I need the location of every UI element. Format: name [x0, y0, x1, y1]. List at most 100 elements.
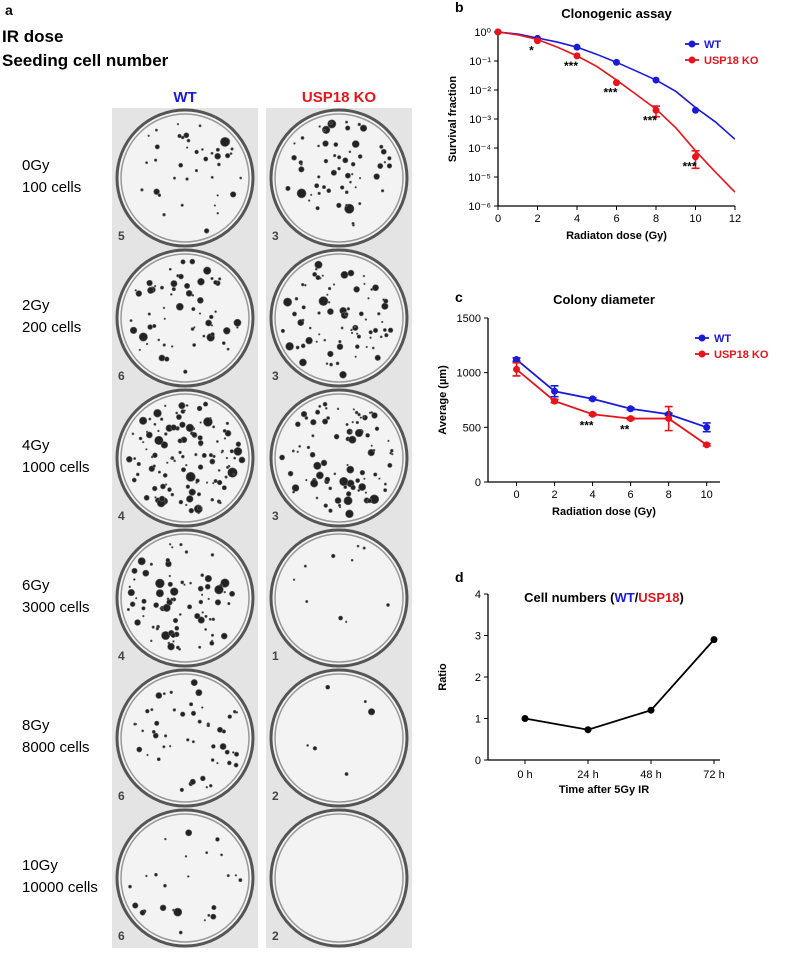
colony: [198, 599, 204, 605]
colony: [178, 613, 182, 616]
colony: [299, 358, 307, 367]
colony: [363, 700, 367, 704]
colony: [135, 472, 140, 477]
y-tick-label: 10⁻³: [469, 114, 491, 126]
colony: [194, 169, 199, 173]
colony: [210, 175, 214, 179]
colony: [346, 463, 349, 467]
colony: [195, 478, 200, 483]
colony: [332, 283, 336, 286]
colony: [155, 578, 165, 589]
colony: [298, 445, 302, 448]
colony: [146, 279, 153, 287]
colony: [205, 319, 212, 327]
colony: [210, 553, 215, 557]
x-axis-label: Radiaton dose (Gy): [566, 230, 667, 242]
colony: [322, 401, 328, 407]
cells-label: 200 cells: [22, 319, 81, 336]
colony: [153, 422, 157, 426]
data-point: [513, 365, 521, 373]
colony: [374, 426, 380, 431]
plate-rim: [115, 528, 255, 668]
colony: [204, 614, 208, 618]
colony: [209, 314, 214, 320]
colony: [321, 274, 324, 277]
colony: [171, 546, 174, 549]
x-tick-label: 0: [513, 489, 519, 501]
colony: [362, 415, 366, 418]
colony: [239, 176, 242, 180]
colony: [187, 604, 193, 610]
colony: [354, 186, 357, 189]
y-tick-label: 10⁰: [474, 27, 491, 39]
colony: [190, 679, 198, 687]
colony: [207, 597, 210, 601]
colony: [185, 177, 189, 181]
data-point: [710, 636, 718, 644]
colony: [157, 338, 161, 342]
colony: [322, 140, 329, 147]
colony: [358, 311, 364, 317]
colony: [363, 477, 366, 480]
panel-label: a: [5, 2, 13, 18]
cells-label: 10000 cells: [22, 879, 98, 896]
colony: [169, 587, 179, 596]
colony: [170, 457, 173, 460]
colony: [230, 191, 237, 198]
colony: [378, 477, 381, 480]
colony: [152, 324, 157, 329]
colony: [379, 335, 383, 339]
colony: [154, 128, 158, 132]
colony: [154, 435, 164, 445]
colony: [197, 297, 204, 304]
colony: [170, 492, 175, 497]
colony: [357, 412, 361, 417]
colony: [334, 497, 342, 504]
colony: [389, 451, 393, 455]
colony: [205, 481, 209, 484]
colony: [350, 331, 354, 335]
colony: [232, 710, 237, 714]
colony: [383, 298, 389, 304]
plate-number: 4: [118, 649, 125, 663]
colony: [162, 603, 171, 612]
colony: [184, 282, 191, 289]
colony: [387, 156, 392, 161]
colony: [227, 467, 238, 478]
colony: [363, 282, 366, 286]
colony: [166, 461, 169, 464]
dose-label: 8Gy: [22, 717, 50, 734]
colony: [310, 193, 313, 196]
colony: [168, 574, 171, 578]
colony: [216, 211, 219, 215]
colony: [204, 228, 210, 234]
y-tick-label: 10⁻²: [469, 85, 491, 97]
y-tick-label: 10⁻¹: [469, 56, 491, 68]
colony: [291, 484, 300, 492]
significance: ***: [603, 86, 617, 100]
colony: [197, 719, 202, 724]
colony: [368, 330, 373, 335]
colony: [373, 173, 380, 180]
colony: [185, 829, 193, 837]
colony: [204, 574, 212, 583]
colony: [351, 140, 360, 148]
plate-rim-inner: [120, 393, 250, 523]
colony: [133, 722, 137, 726]
colony: [352, 408, 355, 411]
colony: [136, 461, 141, 467]
plate-number: 6: [118, 789, 125, 803]
colony: [368, 411, 372, 415]
plate-rim-inner: [274, 673, 404, 803]
colony: [167, 487, 172, 492]
plate-number: 2: [272, 789, 279, 803]
colony: [327, 308, 334, 315]
colony: [134, 289, 137, 292]
colony: [147, 286, 155, 294]
dose-label: 0Gy: [22, 157, 50, 174]
plate-rim: [115, 808, 255, 948]
colony: [371, 412, 378, 419]
y-tick-label: 0: [475, 477, 481, 489]
colony: [209, 416, 212, 420]
colony: [301, 282, 305, 287]
